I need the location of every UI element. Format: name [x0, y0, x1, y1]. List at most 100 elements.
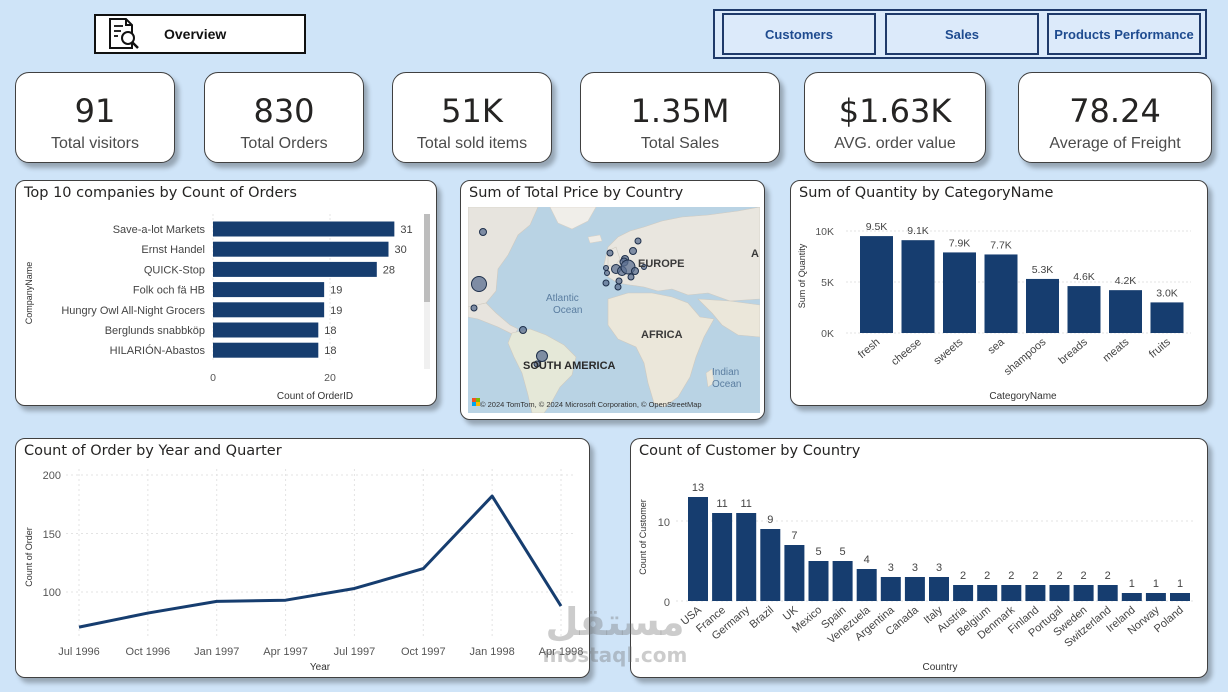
map-label-atlantic: Atlantic — [546, 293, 579, 304]
y-axis-label: CompanyName — [24, 262, 34, 325]
bar — [1170, 593, 1190, 601]
category-quantity-panel: Sum of Quantity by CategoryName Sum of Q… — [790, 180, 1208, 406]
data-label: 11 — [740, 498, 751, 510]
data-label: 28 — [383, 264, 395, 276]
x-axis-label: Year — [310, 662, 331, 673]
data-label: 2 — [1105, 570, 1111, 582]
bar — [213, 241, 389, 257]
x-tick-label: 0 — [210, 372, 216, 384]
y-tick-label: 10K — [815, 226, 834, 238]
data-label: 3.0K — [1156, 287, 1178, 299]
bar — [760, 529, 781, 601]
y-tick-label: 0 — [664, 597, 670, 609]
bar — [1109, 290, 1142, 333]
customers-button[interactable]: Customers — [722, 13, 876, 55]
panel-title: Sum of Total Price by Country — [469, 185, 684, 201]
kpi-label: Total Sales — [640, 135, 720, 152]
bar — [1097, 585, 1118, 601]
kpi-total-orders: 830 Total Orders — [204, 72, 364, 163]
category-label: sea — [986, 336, 1008, 357]
x-axis-label: CategoryName — [989, 391, 1057, 402]
series-line — [78, 494, 563, 629]
x-tick-label: 20 — [324, 372, 336, 384]
data-label: 4.2K — [1115, 275, 1137, 287]
bar — [929, 577, 949, 601]
kpi-value: 91 — [74, 92, 116, 130]
bar — [1121, 593, 1142, 601]
x-tick-label: Apr 1997 — [263, 646, 308, 658]
bar — [984, 254, 1018, 333]
data-label: 7 — [791, 530, 797, 542]
world-map[interactable]: EUROPE Atlantic Ocean AFRICA SOUTH AMERI… — [468, 207, 760, 413]
kpi-avg-order-value: $1.63K AVG. order value — [804, 72, 986, 163]
overview-button[interactable]: Overview — [94, 14, 306, 54]
data-label: 4 — [864, 554, 870, 566]
bar — [1067, 286, 1101, 333]
orders-by-quarter-panel: Count of Order by Year and Quarter Count… — [15, 438, 590, 678]
bar — [688, 497, 708, 601]
bar — [213, 302, 325, 318]
bar — [1026, 278, 1059, 333]
bar — [213, 261, 377, 277]
kpi-average-freight: 78.24 Average of Freight — [1018, 72, 1212, 163]
kpi-value: 78.24 — [1069, 92, 1161, 130]
overview-label: Overview — [164, 26, 227, 42]
map-label-indian: Indian — [712, 367, 739, 378]
map-attribution[interactable]: © 2024 TomTom, © 2024 Microsoft Corporat… — [480, 400, 702, 409]
panel-title: Count of Order by Year and Quarter — [24, 443, 282, 459]
bar — [880, 577, 901, 601]
category-label: shampoos — [1002, 336, 1049, 378]
bar — [1150, 302, 1184, 333]
kpi-value: $1.63K — [838, 92, 952, 130]
x-axis-label: Country — [922, 662, 957, 673]
x-tick-label: Jul 1996 — [58, 646, 100, 658]
category-label: cheese — [889, 336, 924, 368]
bing-logo-icon — [472, 398, 480, 406]
data-label: 13 — [692, 482, 704, 494]
kpi-label: Average of Freight — [1049, 135, 1181, 152]
x-axis-label: Count of OrderID — [277, 391, 353, 402]
panel-title: Count of Customer by Country — [639, 443, 861, 459]
bar — [904, 577, 925, 601]
map-label-indian-ocean: Ocean — [712, 379, 741, 390]
sales-button[interactable]: Sales — [885, 13, 1039, 55]
data-label: 2 — [984, 570, 990, 582]
map-label-south-america: SOUTH AMERICA — [523, 360, 616, 372]
data-label: 19 — [330, 285, 342, 297]
orders-by-quarter-chart: Count of Order Year 100 150 200 Jul 1996… — [24, 469, 584, 673]
products-performance-button[interactable]: Products Performance — [1047, 13, 1201, 55]
data-label: 2 — [960, 570, 966, 582]
y-axis-label: Count of Customer — [638, 499, 648, 575]
data-label: 1 — [1177, 578, 1183, 590]
data-label: 9.5K — [866, 221, 888, 233]
map-panel: Sum of Total Price by Country — [460, 180, 765, 420]
data-label: 2 — [1032, 570, 1038, 582]
y-tick-label: 10 — [658, 517, 670, 529]
watermark-arabic: مستقل — [545, 600, 685, 644]
category-label: Hungry Owl All-Night Grocers — [61, 305, 205, 317]
scrollbar-thumb[interactable] — [424, 214, 430, 302]
bar — [213, 221, 395, 237]
category-label: breads — [1056, 336, 1090, 367]
data-label: 2 — [1056, 570, 1062, 582]
data-label: 3 — [888, 562, 894, 574]
category-label: fruits — [1147, 336, 1173, 361]
bar — [1049, 585, 1070, 601]
category-label: Ernst Handel — [141, 244, 205, 256]
x-tick-label: Apr 1998 — [539, 646, 584, 658]
map-label-asia: A — [751, 248, 759, 260]
kpi-total-sales: 1.35M Total Sales — [580, 72, 780, 163]
map-label-atlantic-ocean: Ocean — [553, 305, 582, 316]
map-bubbles[interactable] — [470, 228, 647, 368]
kpi-total-sold-items: 51K Total sold items — [392, 72, 552, 163]
category-label: Save-a-lot Markets — [113, 224, 206, 236]
watermark-latin: mostaql.com — [542, 643, 688, 667]
x-tick-label: Oct 1996 — [126, 646, 171, 658]
y-tick-label: 5K — [821, 277, 834, 289]
data-label: 31 — [400, 224, 412, 236]
bar — [856, 569, 877, 601]
category-label: Berglunds snabbköp — [105, 325, 205, 337]
bar — [977, 585, 998, 601]
category-label: Folk och fä HB — [133, 285, 205, 297]
bar — [213, 342, 319, 358]
